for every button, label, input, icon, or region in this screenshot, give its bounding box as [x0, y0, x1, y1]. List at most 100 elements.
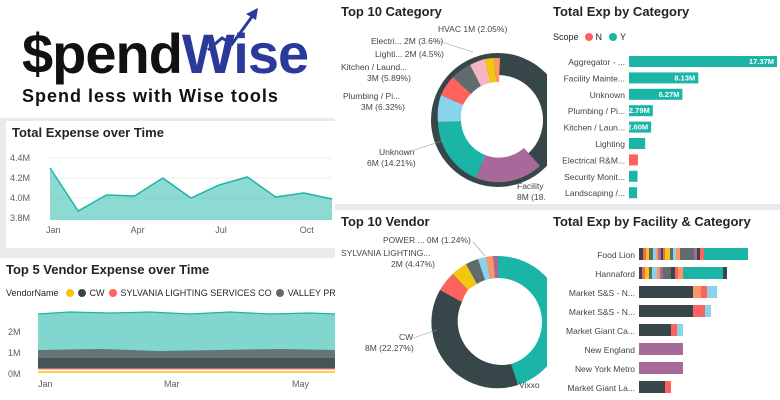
facility-bar-segment [693, 286, 701, 298]
legend-dot [609, 33, 618, 41]
total-exp-facility-tile[interactable]: Total Exp by Facility & Category Food Li… [547, 210, 780, 400]
category-label: Aggregator - ... [568, 57, 625, 67]
area-line [49, 167, 333, 212]
facility-bar-segment [697, 248, 700, 260]
slice-electrical [470, 59, 490, 86]
legend-dot [275, 289, 284, 297]
growth-arrow-icon [207, 8, 258, 52]
slice-facility [476, 148, 540, 183]
facility-bar-segment [663, 267, 671, 279]
category-bar [629, 72, 699, 84]
logo-area: $pendWise Spend less with Wise tools [0, 0, 335, 118]
x-tick: Oct [300, 225, 315, 235]
facility-bar-segment [649, 248, 653, 260]
slice-plumbing [437, 95, 463, 122]
facility-bar-segment [673, 248, 676, 260]
slice-cw-dark [431, 290, 518, 389]
facility-bar-segment [705, 305, 711, 317]
legend-title: Scope [553, 32, 579, 42]
facility-bar-segment [639, 381, 665, 393]
category-bar [629, 56, 777, 67]
legend-item-cw: CW [89, 288, 105, 298]
category-bar [629, 105, 653, 117]
line-cw [37, 311, 335, 315]
slice-orange [486, 256, 495, 279]
slice-gray [466, 259, 485, 284]
total-exp-category-tile[interactable]: Total Exp by Category Scope N Y Aggregat… [547, 0, 780, 204]
facility-bar-segment [639, 267, 642, 279]
top10-category-tile[interactable]: Top 10 Category HVAC 1M (2.05%) Electri.… [335, 0, 547, 204]
facility-bar-segment [671, 267, 675, 279]
facility-bar-segment [639, 362, 683, 374]
label-kitchen: Kitchen / Laund... [341, 62, 407, 72]
facility-bar-segment [642, 267, 645, 279]
slice-unknown [438, 121, 485, 178]
legend-item-n: N [595, 32, 603, 42]
facility-bar-segment [652, 267, 657, 279]
brand-name-part2: Wise [181, 22, 309, 85]
bar-value-label: 17.37M [749, 57, 774, 66]
x-tick: Mar [164, 379, 180, 389]
facility-bar-segment [639, 305, 693, 317]
legend-item-valley: VALLEY PRO [287, 288, 335, 298]
facility-bar-segment [649, 267, 652, 279]
facility-bar-segment [675, 267, 678, 279]
x-tick: Jan [38, 379, 53, 389]
facility-bar-segment [643, 248, 646, 260]
category-label: Plumbing / Pi... [568, 106, 625, 116]
top5-vendor-tile[interactable]: Top 5 Vendor Expense over Time VendorNam… [0, 258, 335, 400]
facility-bar-segment [723, 267, 727, 279]
top10-vendor-tile[interactable]: Top 10 Vendor POWER ... 0M (1.24%) SYLVA… [335, 210, 547, 400]
facility-bar-segment [665, 248, 670, 260]
facility-bar-segment [678, 267, 683, 279]
legend-dot [108, 289, 117, 297]
label-cw-value: 8M (22.27%) [365, 343, 414, 353]
facility-label: Market S&S - N... [569, 288, 635, 298]
category-bar-chart: Aggregator - ... 17.37M Facility Mainte...… [562, 56, 777, 199]
facility-bar-segment [677, 324, 683, 336]
facility-label: Food Lion [597, 250, 635, 260]
facility-bar-segment [639, 286, 693, 298]
facility-bar-segment [707, 286, 717, 298]
y-tick: 3.8M [10, 213, 30, 223]
label-cw: CW [399, 332, 413, 342]
label-plumbing: Plumbing / Pi... [343, 91, 400, 101]
legend-item-sylvania: SYLVANIA LIGHTING SERVICES CO [120, 288, 272, 298]
y-tick: 4.4M [10, 153, 30, 163]
bar-value-label: 2.60M [627, 123, 648, 132]
y-tick: 1M [8, 348, 21, 358]
x-tick: Jan [46, 225, 61, 235]
brand-name: $pendWise [22, 26, 309, 82]
tile-title: Top 10 Vendor [341, 214, 430, 229]
legend-item-y: Y [620, 32, 627, 42]
category-label: Lighting [595, 139, 625, 149]
area-dark [38, 358, 335, 369]
facility-bar-segment [639, 324, 671, 336]
facility-stacked-bar-chart: Food Lion Hannaford Market S&S - N... Marke… [566, 248, 748, 393]
facility-bar-segment [657, 267, 660, 279]
facility-bar-segment [694, 248, 697, 260]
tile-title: Total Exp by Category [553, 4, 690, 19]
slice-yellow [453, 264, 477, 290]
facility-bar-segment [663, 248, 665, 260]
brand-name-part1: $pend [22, 22, 183, 85]
facility-bar-segment [704, 248, 748, 260]
category-bar [629, 170, 638, 182]
facility-bar-segment [646, 248, 649, 260]
facility-label: Hannaford [595, 269, 635, 279]
facility-label: Market Giant Ca... [566, 326, 635, 336]
total-expense-tile[interactable]: Total Expense over Time 4.4M 4.2M 4.0M 3.8M… [6, 121, 335, 248]
facility-bar-segment [676, 248, 680, 260]
total-expense-chart: 4.4M 4.2M 4.0M 3.8M Jan Apr Jul Oct [10, 153, 333, 235]
label-facility: Facility [517, 181, 544, 191]
label-power: POWER ... 0M (1.24%) [383, 235, 471, 245]
facility-bar-segment [671, 324, 677, 336]
slice-hvac [485, 58, 496, 83]
y-tick: 2M [8, 327, 21, 337]
x-tick: Apr [131, 225, 145, 235]
facility-label: New York Metro [575, 364, 635, 374]
x-tick: Jul [215, 225, 227, 235]
bar-value-label: 6.27M [659, 90, 680, 99]
label-hvac: HVAC 1M (2.05%) [438, 24, 507, 34]
bar-value-label: 2.79M [629, 106, 650, 115]
